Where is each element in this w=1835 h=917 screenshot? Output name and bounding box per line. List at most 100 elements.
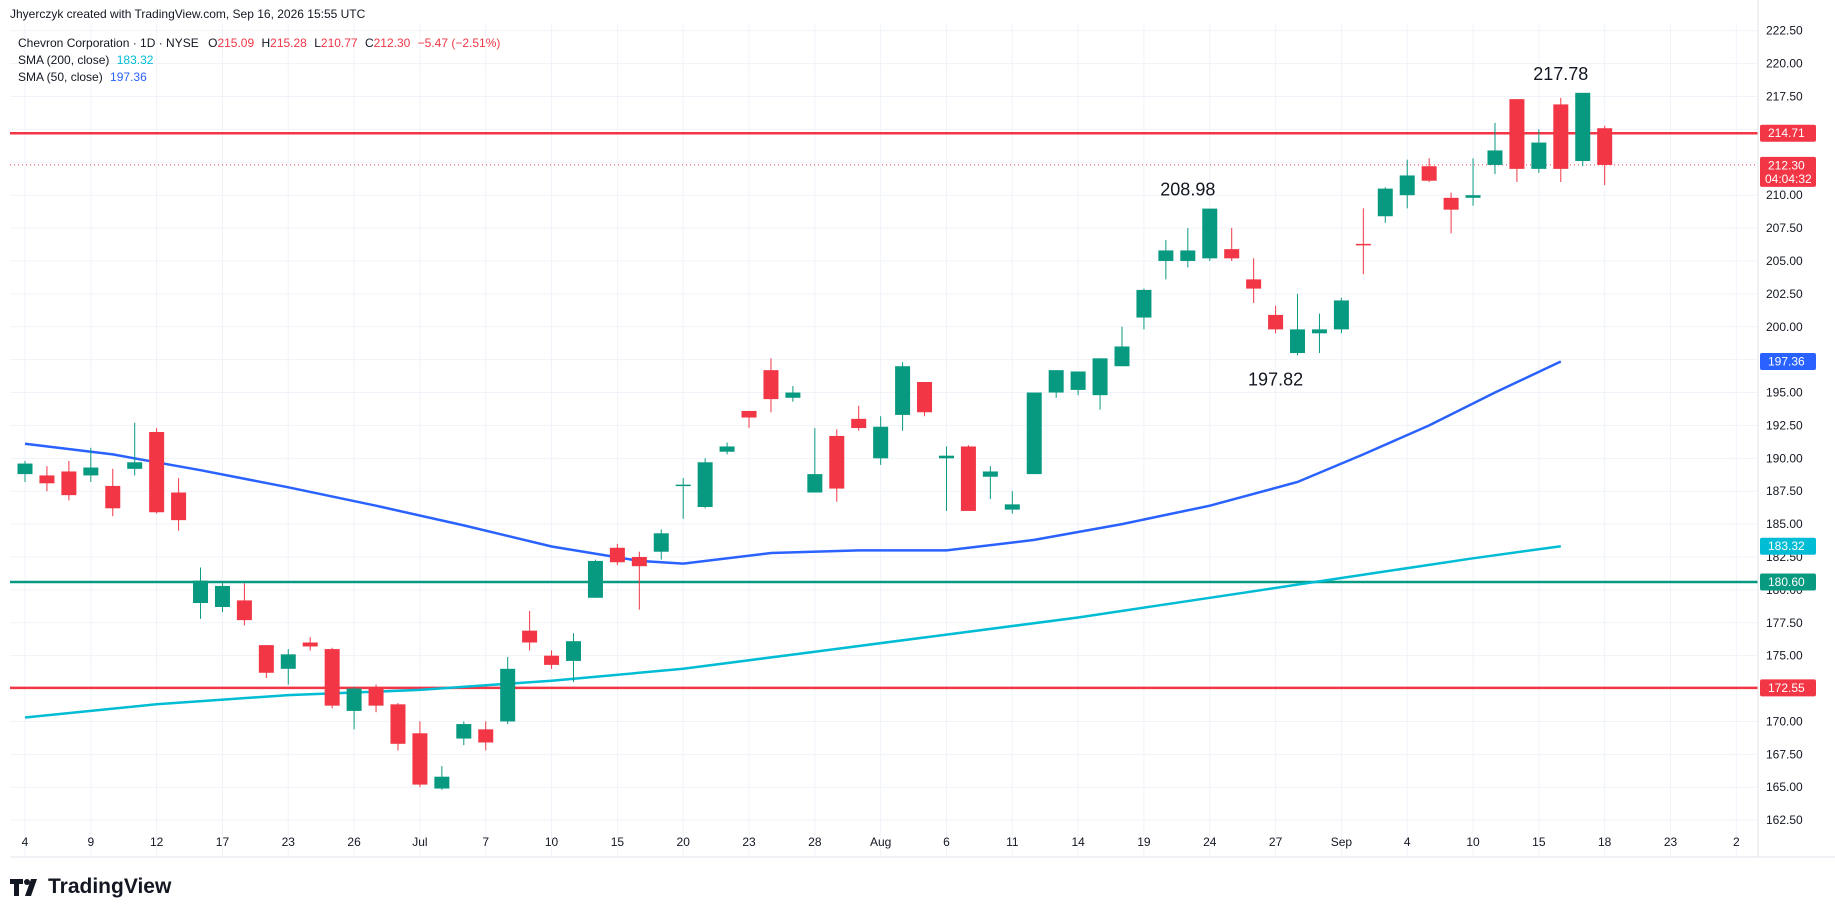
- legend-ohlc-row[interactable]: Chevron Corporation · 1D · NYSE O215.09 …: [18, 35, 500, 52]
- candle[interactable]: [675, 478, 691, 519]
- candle[interactable]: [1202, 208, 1218, 261]
- candle[interactable]: [763, 358, 779, 413]
- candle[interactable]: [1465, 158, 1481, 206]
- candle[interactable]: [412, 721, 428, 788]
- x-tick-label: 4: [22, 835, 29, 849]
- candle[interactable]: [478, 721, 494, 751]
- candle[interactable]: [1355, 208, 1371, 275]
- candle[interactable]: [653, 529, 669, 560]
- candle[interactable]: [171, 478, 187, 531]
- sma50-line[interactable]: [24, 360, 1562, 565]
- candle[interactable]: [214, 581, 230, 613]
- candle[interactable]: [17, 460, 33, 482]
- candle-body: [1311, 329, 1327, 334]
- candle[interactable]: [434, 766, 450, 790]
- candle[interactable]: [61, 460, 77, 501]
- candle[interactable]: [258, 645, 274, 679]
- candle[interactable]: [1421, 158, 1437, 183]
- candle[interactable]: [1070, 371, 1086, 396]
- candle[interactable]: [785, 385, 801, 402]
- candle[interactable]: [697, 458, 713, 509]
- candle[interactable]: [1224, 228, 1240, 261]
- candle[interactable]: [1114, 326, 1130, 367]
- sma50-price-tag[interactable]: [1760, 352, 1816, 370]
- candle[interactable]: [1311, 313, 1327, 354]
- sma200-line[interactable]: [24, 544, 1561, 719]
- candle[interactable]: [1399, 159, 1415, 209]
- candle-body: [1092, 358, 1108, 396]
- grid: [10, 24, 1758, 857]
- candle[interactable]: [960, 445, 976, 511]
- candle[interactable]: [236, 583, 252, 626]
- candle[interactable]: [1246, 258, 1262, 304]
- y-tick-label: 192.50: [1766, 418, 1803, 432]
- x-tick-label: 15: [1532, 835, 1546, 849]
- candle[interactable]: [346, 687, 362, 730]
- candle[interactable]: [829, 429, 845, 502]
- candle[interactable]: [1026, 392, 1042, 475]
- candle[interactable]: [1158, 239, 1174, 280]
- candle[interactable]: [1333, 297, 1349, 334]
- candle[interactable]: [39, 466, 55, 492]
- candle[interactable]: [631, 551, 647, 610]
- candle[interactable]: [500, 656, 516, 725]
- time-axis[interactable]: 4 9 12 17 23 26 Jul 7 10 15 20 23 28 Aug 6 11 14 19 24 27 Se…: [10, 835, 1835, 858]
- candle-body: [478, 729, 494, 743]
- price-annotation: 217.78: [1533, 64, 1588, 84]
- candle[interactable]: [83, 447, 99, 482]
- tradingview-logo[interactable]: TradingView: [10, 875, 171, 899]
- level-price-tag[interactable]: [1760, 124, 1816, 142]
- legend-sma200-row[interactable]: SMA (200, close) 183.32: [18, 52, 500, 69]
- candle-body: [1377, 188, 1393, 217]
- legend-sma50-row[interactable]: SMA (50, close) 197.36: [18, 69, 500, 86]
- candle[interactable]: [324, 647, 340, 709]
- sma200-price-tag[interactable]: [1760, 537, 1816, 555]
- level-price-tag[interactable]: [1760, 679, 1816, 697]
- candle[interactable]: [1180, 228, 1196, 268]
- candle[interactable]: [1597, 125, 1613, 186]
- candle[interactable]: [1136, 288, 1152, 330]
- level-price-tag[interactable]: [1760, 573, 1816, 591]
- candle[interactable]: [851, 405, 867, 431]
- candle[interactable]: [544, 650, 560, 669]
- candle[interactable]: [566, 633, 581, 682]
- candle[interactable]: [280, 649, 296, 685]
- candle[interactable]: [1531, 129, 1547, 173]
- candle[interactable]: [1092, 358, 1108, 410]
- candle[interactable]: [390, 703, 406, 751]
- last-price-tag[interactable]: [1760, 156, 1816, 187]
- x-tick-label: 23: [1664, 835, 1678, 849]
- candle[interactable]: [807, 428, 823, 493]
- candle[interactable]: [1443, 192, 1459, 234]
- candle[interactable]: [522, 610, 538, 651]
- y-tick-label: 187.50: [1766, 484, 1803, 498]
- candle[interactable]: [456, 721, 472, 746]
- candle[interactable]: [1268, 305, 1284, 334]
- candle[interactable]: [982, 466, 998, 500]
- candle[interactable]: [149, 428, 165, 514]
- candle[interactable]: [368, 684, 384, 713]
- candle[interactable]: [719, 442, 735, 455]
- candle[interactable]: [105, 468, 121, 517]
- candle[interactable]: [1553, 97, 1569, 183]
- candle[interactable]: [1048, 370, 1064, 398]
- candle[interactable]: [302, 637, 318, 651]
- candle[interactable]: [587, 559, 603, 598]
- candle-body: [1136, 289, 1152, 318]
- candle[interactable]: [127, 422, 143, 476]
- candle[interactable]: [193, 567, 209, 619]
- candle[interactable]: [1290, 293, 1306, 356]
- candle[interactable]: [938, 446, 954, 511]
- candle[interactable]: [1575, 92, 1591, 167]
- candle[interactable]: [1377, 187, 1393, 223]
- candle[interactable]: [873, 416, 889, 465]
- candle-body: [785, 392, 801, 398]
- candle[interactable]: [741, 410, 757, 429]
- candle[interactable]: [1509, 99, 1525, 183]
- candle[interactable]: [895, 362, 911, 431]
- candle[interactable]: [1487, 122, 1503, 175]
- candle[interactable]: [609, 543, 625, 565]
- candle[interactable]: [917, 382, 933, 417]
- candle[interactable]: [1004, 491, 1020, 514]
